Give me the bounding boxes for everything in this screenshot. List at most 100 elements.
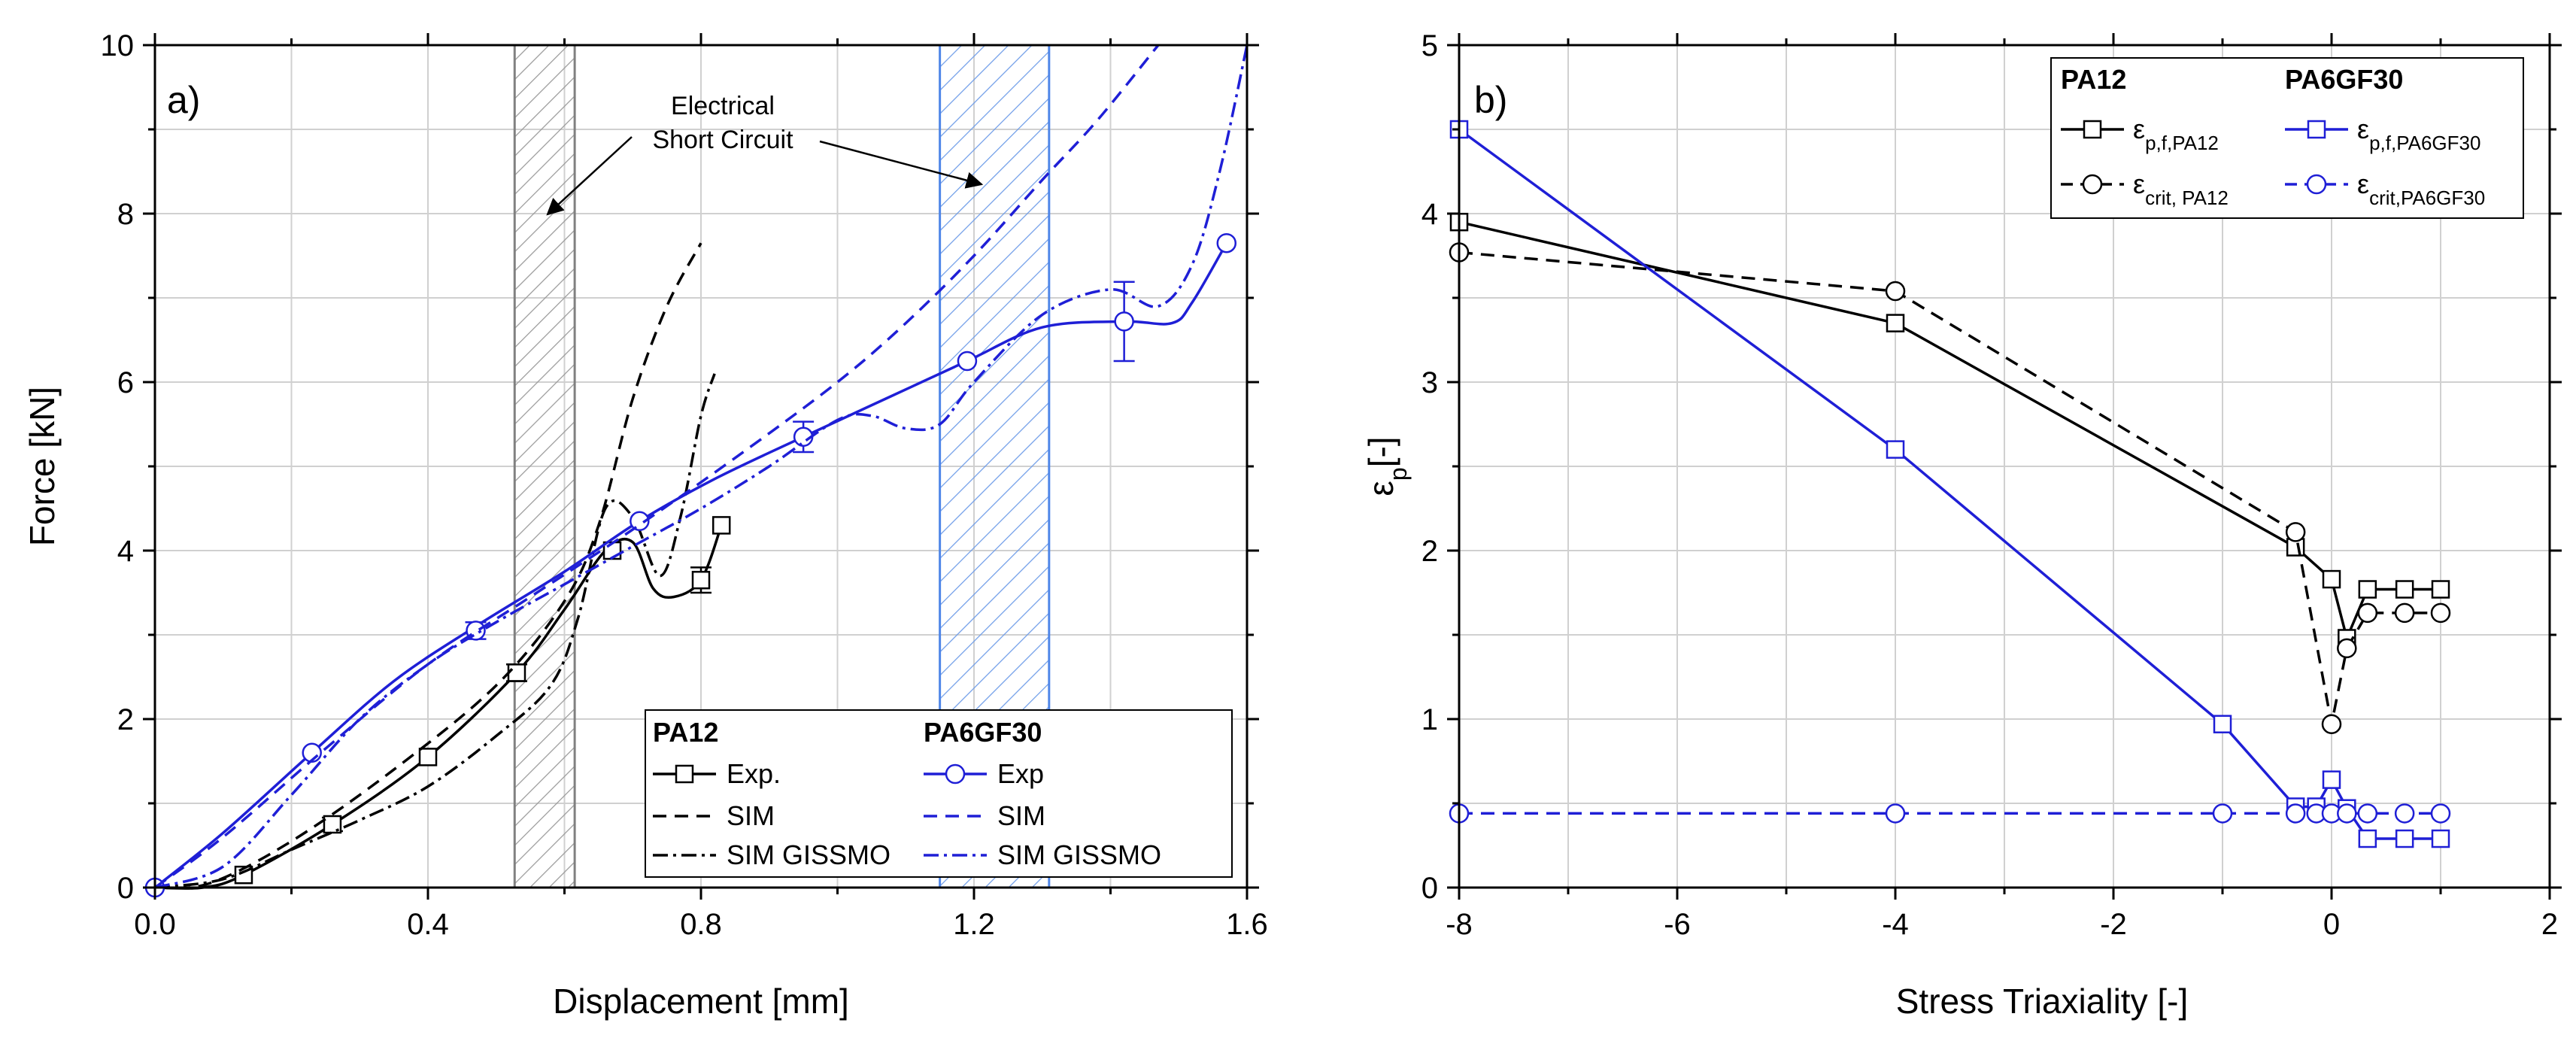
chart-b-tick-labels: -8 -6 -4 -2 0 2 0 1 2 3 4 5 — [1422, 29, 2558, 941]
chart-b-series-3-marker — [2430, 803, 2451, 824]
chart-b-series-1-marker — [2321, 714, 2342, 734]
chart-b-series-2-marker — [2322, 770, 2341, 789]
chart-a-xtick-label: 1.6 — [1226, 908, 1268, 941]
legend-a-pa12-exp-marker — [675, 764, 694, 784]
chart-b-series-3-marker — [2285, 803, 2306, 824]
chart-b-ytick-label: 5 — [1422, 29, 1438, 62]
chart-a-ytick-label: 10 — [101, 29, 135, 62]
chart-b-series-3-marker — [2394, 803, 2415, 824]
legend-a-pa6-sim: SIM — [997, 800, 1045, 831]
annotation-arrow-pa6gf30 — [819, 140, 984, 189]
chart-a: 0.0 0.4 0.8 1.2 1.6 0 2 4 6 8 10 a) Displacement [… — [23, 29, 1268, 1021]
chart-b-series-0-marker — [2431, 580, 2450, 599]
chart-b-series — [1449, 120, 2451, 848]
legend-b-pa12-crit-marker — [2082, 174, 2103, 195]
chart-b-series-0-line — [1458, 220, 2441, 640]
chart-b-series-3-marker — [2337, 803, 2357, 824]
chart-b-ytick-label: 0 — [1422, 872, 1438, 905]
legend-b-pa6-epf: εp,f,PA6GF30 — [2357, 114, 2480, 154]
chart-b-xlabel: Stress Triaxiality [-] — [1896, 982, 2189, 1021]
legend-a-pa6-gissmo: SIM GISSMO — [997, 839, 1161, 870]
legend-a-group-pa6gf30: PA6GF30 — [924, 717, 1042, 748]
legend-a-group-pa12: PA12 — [653, 717, 718, 748]
legend-b-pa6-epf-marker — [2307, 120, 2326, 139]
chart-a-xtick-label: 1.2 — [953, 908, 995, 941]
chart-b-xtick-label: -2 — [2100, 908, 2127, 941]
chart-a-xtick-label: 0.0 — [134, 908, 176, 941]
chart-a-series-4-line — [153, 44, 1160, 889]
annotation-arrow-pa12 — [546, 136, 633, 216]
short-circuit-annotation: Electrical Short Circuit — [546, 92, 984, 216]
annotation-line1: Electrical — [671, 92, 775, 120]
chart-a-legend: PA12 PA6GF30 Exp. SIM SIM GISSMO Exp SIM… — [645, 709, 1233, 878]
chart-b-series-2-marker — [1886, 440, 1905, 459]
chart-b-ytick-label: 2 — [1422, 535, 1438, 568]
chart-a-ytick-label: 8 — [117, 198, 134, 231]
chart-a-tick-labels: 0.0 0.4 0.8 1.2 1.6 0 2 4 6 8 10 — [101, 29, 1268, 941]
legend-b-pa12-crit: εcrit, PA12 — [2133, 168, 2229, 209]
chart-a-series-3-marker — [1216, 232, 1237, 253]
legend-b-group-pa12: PA12 — [2061, 64, 2126, 95]
chart-b-xtick-label: -8 — [1446, 908, 1473, 941]
chart-a-series-0-marker — [418, 748, 438, 766]
chart-a-ytick-label: 4 — [117, 535, 134, 568]
chart-b-series-0-marker — [2322, 569, 2341, 589]
chart-a-series-0-line — [154, 524, 723, 890]
chart-a-xtick-label: 0.4 — [407, 908, 449, 941]
chart-b-series-1-marker — [1885, 281, 1906, 302]
legend-b-pa12-epf-marker — [2083, 120, 2102, 139]
chart-b-series-1-marker — [2285, 522, 2306, 542]
chart-b-xtick-label: -6 — [1664, 908, 1691, 941]
legend-a-pa12-sim: SIM — [727, 800, 775, 831]
chart-b-series-1-marker — [2430, 602, 2451, 624]
chart-b-series-1-marker — [2394, 602, 2415, 624]
chart-b-series-1-marker — [2337, 638, 2357, 659]
chart-a-panel-label: a) — [167, 79, 200, 121]
legend-b-pa6-crit: εcrit,PA6GF30 — [2357, 168, 2485, 209]
chart-b-xtick-label: -4 — [1882, 908, 1909, 941]
chart-a-series-5-line — [154, 44, 1249, 889]
legend-a-pa12-exp: Exp. — [727, 758, 781, 789]
chart-a-ytick-label: 2 — [117, 703, 134, 736]
chart-b-series-0-marker — [1886, 314, 1905, 332]
chart-a-series-2-line — [154, 373, 716, 889]
chart-a-region-0 — [513, 44, 576, 889]
chart-b-series-1-marker — [2357, 602, 2378, 624]
legend-a-pa6-exp-marker — [945, 763, 966, 785]
chart-b-series-0-marker — [2358, 580, 2377, 599]
chart-b-ylabel: εp[-] — [1361, 436, 1412, 496]
chart-b: -8 -6 -4 -2 0 2 0 1 2 3 4 5 b) Stress Triaxiality [… — [1361, 29, 2562, 1021]
legend-a-pa6-exp: Exp — [997, 758, 1044, 789]
chart-b-series-3-marker — [2357, 803, 2378, 824]
chart-a-series-0-marker — [323, 815, 342, 834]
chart-a-frame — [143, 33, 1259, 900]
chart-b-ytick-label: 1 — [1422, 703, 1438, 736]
chart-a-series-0-marker — [712, 516, 731, 535]
chart-b-xtick-label: 2 — [2541, 908, 2558, 941]
chart-a-ytick-label: 0 — [117, 872, 134, 905]
chart-b-series-2-marker — [2358, 829, 2377, 848]
chart-a-xtick-label: 0.8 — [680, 908, 722, 941]
chart-b-series-1-line — [1458, 250, 2441, 726]
chart-b-ytick-label: 4 — [1422, 198, 1438, 231]
chart-b-legend-box — [2050, 57, 2524, 219]
chart-b-panel-label: b) — [1474, 79, 1507, 121]
chart-b-ytick-label: 3 — [1422, 366, 1438, 399]
chart-a-ytick-label: 6 — [117, 366, 134, 399]
legend-b-pa12-epf: εp,f,PA12 — [2133, 114, 2219, 154]
chart-a-series-1-line — [154, 242, 702, 890]
legend-b-pa6-crit-marker — [2306, 174, 2327, 195]
chart-b-series-2-marker — [2431, 829, 2450, 848]
chart-b-series-3-marker — [2212, 803, 2233, 824]
chart-b-series-0-marker — [2395, 580, 2414, 599]
chart-b-frame — [1447, 33, 2562, 900]
chart-a-xlabel: Displacement [mm] — [553, 982, 849, 1021]
chart-a-legend-box — [645, 709, 1233, 878]
chart-b-series-2-line — [1458, 128, 2441, 840]
chart-b-legend: PA12 PA6GF30 εp,f,PA12 εcrit, PA12 εp,f,… — [2050, 57, 2524, 219]
chart-a-series-0-marker — [691, 570, 711, 590]
legend-b-group-pa6gf30: PA6GF30 — [2285, 64, 2403, 95]
chart-a-ylabel: Force [kN] — [23, 387, 62, 546]
chart-b-series-3-marker — [1885, 803, 1906, 824]
